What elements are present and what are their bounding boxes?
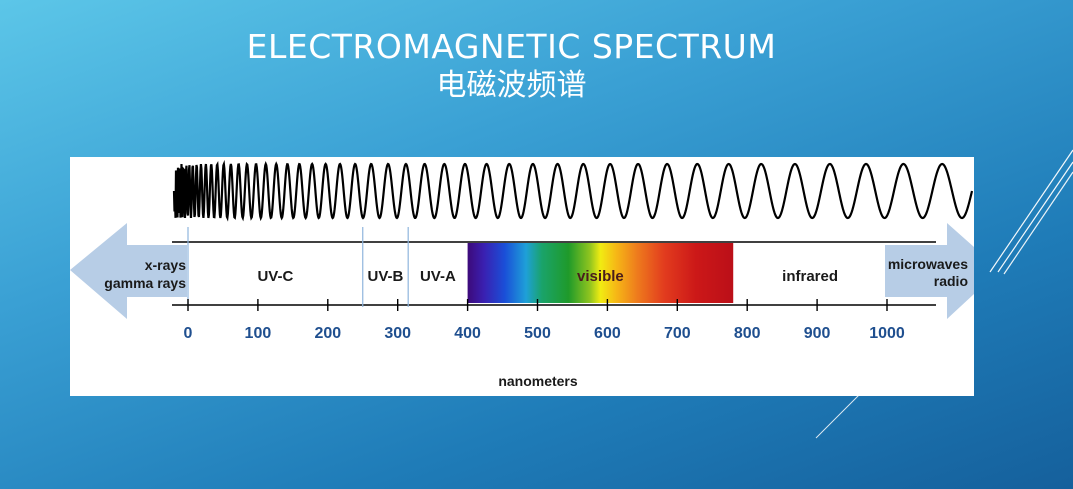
spectrum-diagram: UV-C UV-B UV-A visible infrared 0 100 200 300 40… <box>70 159 1000 389</box>
tick-label: 300 <box>384 325 411 342</box>
axis-label: nanometers <box>498 373 578 389</box>
tick-label: 1000 <box>869 325 905 342</box>
spectrum-panel: UV-C UV-B UV-A visible infrared 0 100 200 300 40… <box>70 157 1000 396</box>
page-title: ELECTROMAGNETIC SPECTRUM <box>246 27 777 66</box>
right-arrow <box>885 223 1000 319</box>
wave-line <box>172 159 974 222</box>
title-block: ELECTROMAGNETIC SPECTRUM 电磁波频谱 <box>0 28 1023 106</box>
tick-label: 600 <box>594 325 621 342</box>
left-arrow <box>70 223 187 319</box>
region-label: UV-B <box>368 268 404 285</box>
tick-label: 0 <box>184 325 193 342</box>
page-subtitle: 电磁波频谱 <box>436 68 587 103</box>
microwaves-label: microwaves <box>888 256 968 272</box>
tick-label: 700 <box>664 325 691 342</box>
xrays-label: x-rays <box>145 257 186 273</box>
region-label: UV-A <box>420 268 456 285</box>
visible-band <box>467 243 734 303</box>
tick-label: 900 <box>804 325 831 342</box>
gamma-rays-label: gamma rays <box>104 275 186 291</box>
radio-label: radio <box>934 273 968 289</box>
tick-label: 100 <box>245 325 272 342</box>
tick-label: 800 <box>734 325 761 342</box>
region-label: visible <box>577 268 624 285</box>
tick-label: 200 <box>314 325 341 342</box>
region-label: UV-C <box>257 268 293 285</box>
region-label: infrared <box>782 268 838 285</box>
tick-label: 400 <box>454 325 481 342</box>
tick-label: 500 <box>524 325 551 342</box>
